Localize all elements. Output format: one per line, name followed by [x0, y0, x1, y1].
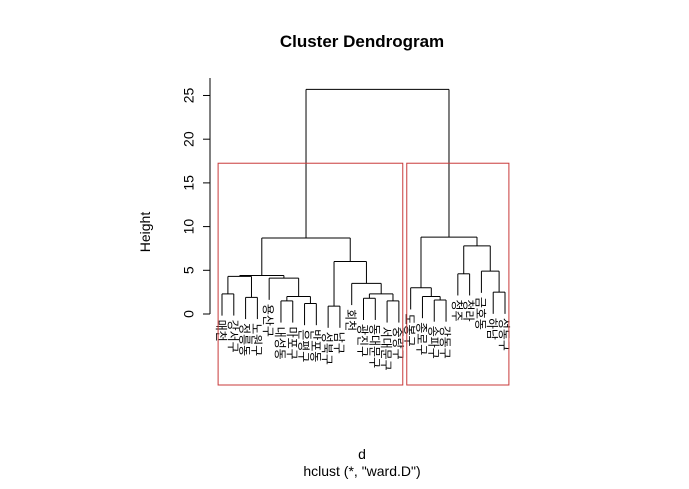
chart-title: Cluster Dendrogram — [280, 32, 444, 51]
subtitle: hclust (*, "ward.D") — [303, 463, 420, 479]
leaf-label: 회천 — [344, 309, 359, 331]
y-tick-label: 20 — [181, 131, 197, 147]
leaf-label: 서대문구 — [379, 327, 393, 371]
leaf-label: 강동구 — [438, 326, 452, 359]
leaf-label: 도봉구 — [403, 313, 417, 346]
cluster-rect — [217, 162, 404, 386]
cluster-rect — [406, 162, 510, 386]
leaf-label: 노원구 — [249, 323, 263, 356]
leaf-label: 반포동 — [308, 329, 322, 362]
leaf-label: 정릉동 — [238, 323, 252, 356]
leaf-label: 성북구 — [320, 332, 334, 365]
y-tick-label: 10 — [181, 219, 197, 235]
leaf-label: 내성동 — [273, 327, 287, 360]
leaf-label: 용산구 — [261, 304, 275, 337]
leaf-label: 남구 — [332, 332, 346, 354]
y-axis-label: Height — [137, 212, 153, 253]
leaf-label: 종로구 — [414, 322, 428, 355]
leaf-label: 중랑구 — [391, 327, 405, 360]
leaf-label: 송파구 — [426, 326, 440, 359]
leaf-label: 하남 — [485, 318, 499, 340]
leaf-label: 광진구 — [356, 324, 370, 357]
leaf-label: 강서구 — [226, 320, 240, 353]
leaf-label: 동대문구 — [367, 324, 381, 368]
y-tick-label: 0 — [181, 310, 197, 318]
y-tick-label: 5 — [181, 266, 197, 274]
leaf-label: 성동구 — [497, 318, 511, 351]
leaf-label: 금호동 — [473, 297, 487, 330]
leaf-label: 은평구 — [297, 329, 311, 362]
leaf-label: 마포구 — [285, 327, 299, 360]
y-tick-label: 25 — [181, 87, 197, 103]
leaf-label: 청라 — [462, 299, 476, 321]
leaf-label: 청주 — [450, 299, 464, 321]
x-axis-label: d — [358, 446, 366, 462]
y-tick-label: 15 — [181, 175, 197, 191]
